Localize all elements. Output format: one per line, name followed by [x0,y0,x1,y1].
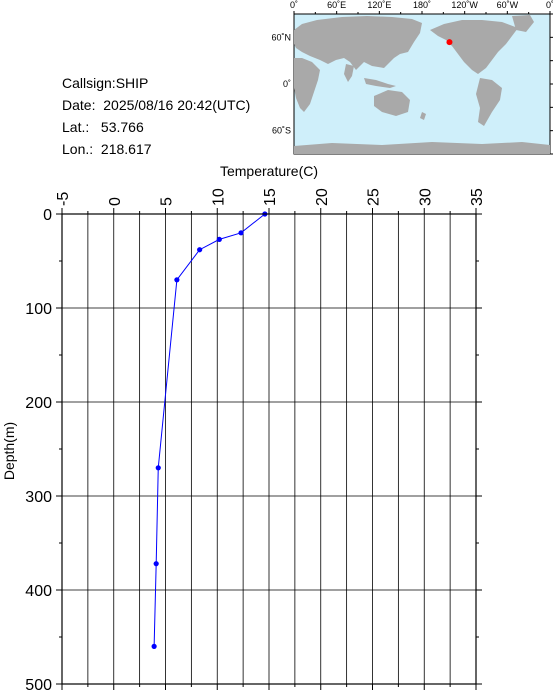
data-point [174,277,180,283]
x-tick-label: 5 [159,197,176,206]
data-point [151,643,157,649]
x-tick-label: 15 [262,188,279,206]
map-lon-label: 180˚ [413,0,431,10]
land-nz [420,112,426,120]
x-axis-label: Temperature(C) [220,163,318,179]
y-tick-label: 500 [25,677,52,690]
chart-grid [61,213,477,685]
data-point [155,465,161,471]
y-tick-label: 0 [43,207,52,224]
land-greenland [512,15,534,32]
lon-text: Lon.: 218.617 [62,141,152,157]
land-africa [294,58,320,112]
land-antarctica [294,142,550,154]
map-lat-label: 0˚ [283,79,291,89]
x-tick-label: 20 [314,188,331,206]
land-north-america [430,20,518,74]
map-lon-labels: 0˚ 60˚E 120˚E 180˚ 120˚W 60˚W 0˚ [290,0,553,10]
map-lon-label: 60˚E [327,0,346,10]
world-map: 0˚ 60˚E 120˚E 180˚ 120˚W 60˚W 0˚ 60˚N 0˚ 60˚S [272,0,553,155]
data-point [153,561,159,567]
y-tick-label: 400 [25,583,52,600]
y-tick-label: 300 [25,489,52,506]
station-info: Callsign:SHIP Date: 2025/08/16 20:42(UTC… [62,72,250,160]
data-point [238,230,244,236]
x-tick-label: 25 [366,188,383,206]
map-lon-label: 0˚ [290,0,298,10]
data-point [216,236,222,242]
map-lat-labels: 60˚N 0˚ 60˚S [272,32,291,135]
map-lon-label: 120˚W [451,0,478,10]
lat-text: Lat.: 53.766 [62,119,144,135]
map-lat-label: 60˚S [272,126,291,136]
map-lat-label: 60˚N [272,32,291,42]
y-tick-label: 200 [25,395,52,412]
map-lon-label: 0˚ [546,0,553,10]
y-tick-label: 100 [25,301,52,318]
data-series [151,211,268,649]
map-lon-label: 120˚E [367,0,391,10]
y-axis-label: Depth(m) [1,422,17,480]
x-tick-label: 30 [417,188,434,206]
map-land [294,15,550,154]
x-tick-label: 0 [107,197,124,206]
x-tick-label: 35 [469,188,486,206]
callsign-text: Callsign:SHIP [62,75,149,91]
land-india [344,64,354,82]
chart-frame [61,213,477,685]
date-text: Date: 2025/08/16 20:42(UTC) [62,97,251,113]
x-tick-label: -5 [55,192,72,206]
land-indonesia [364,78,396,88]
station-marker [446,39,453,46]
temperature-profile-line [153,213,266,647]
x-axis-ticks: -5 0 5 10 15 20 25 30 35 [55,188,486,690]
land-australia [374,90,410,116]
map-marker [446,39,453,46]
data-point [197,247,203,253]
map-lon-label: 60˚W [497,0,519,10]
land-eurasia [294,16,422,70]
x-tick-label: 10 [210,188,227,206]
land-south-america [476,78,502,126]
y-axis-ticks: 0 100 200 300 400 500 [25,207,482,690]
